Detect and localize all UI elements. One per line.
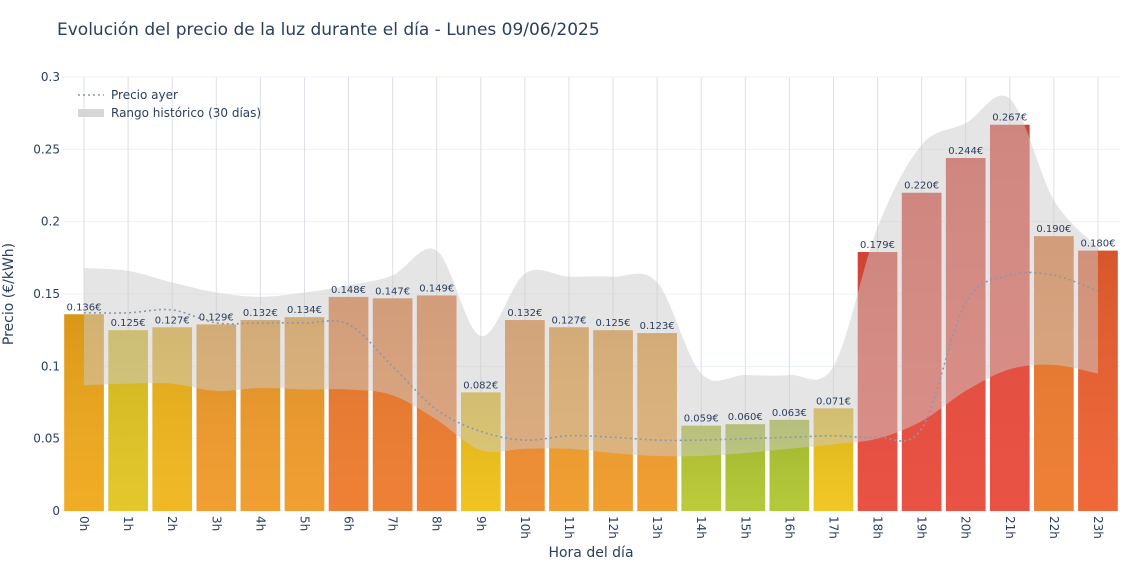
y-tick-label: 0.1 [41,359,60,373]
x-tick-label: 18h [871,516,885,539]
historical-range-band [84,95,1098,457]
x-tick-label: 13h [650,516,664,539]
bar-value-label: 0.063€ [772,408,807,419]
y-axis-title: Precio (€/kWh) [1,243,17,345]
x-tick-label: 10h [518,516,532,539]
bar-value-label: 0.180€ [1080,239,1115,250]
x-tick-label: 12h [606,516,620,539]
x-tick-label: 2h [165,516,179,531]
x-tick-label: 21h [1003,516,1017,539]
bar-value-label: 0.132€ [507,308,542,319]
bar-value-label: 0.059€ [684,414,719,425]
x-tick-label: 4h [253,516,267,531]
bar-value-label: 0.127€ [155,315,190,326]
bar-value-label: 0.129€ [199,312,234,323]
bar-value-label: 0.125€ [596,318,631,329]
bar-value-label: 0.125€ [111,318,146,329]
x-tick-label: 23h [1091,516,1105,539]
legend: Precio ayer Rango histórico (30 días) [78,88,261,120]
bar-value-label: 0.220€ [904,181,939,192]
y-tick-label: 0.3 [41,70,60,84]
x-tick-label: 22h [1047,516,1061,539]
bar-value-label: 0.071€ [816,396,851,407]
axes: 0 0.05 0.1 0.15 0.2 0.25 0.3 0h 1h 2h 3h 4h 5h 6h 7h 8h… [33,70,1105,539]
x-tick-label: 6h [342,516,356,531]
bar-value-label: 0.082€ [463,380,498,391]
bar-value-label: 0.134€ [287,305,322,316]
x-tick-label: 16h [782,516,796,539]
x-tick-label: 15h [738,516,752,539]
x-tick-label: 11h [562,516,576,539]
x-tick-label: 19h [915,516,929,539]
historical-range-area [84,95,1098,457]
bar-value-label: 0.190€ [1036,224,1071,235]
legend-label-range: Rango histórico (30 días) [111,106,261,120]
y-tick-label: 0 [52,504,60,518]
x-tick-label: 5h [297,516,311,531]
bar-value-label: 0.060€ [728,412,763,423]
x-tick-label: 20h [959,516,973,539]
x-tick-label: 0h [77,516,91,531]
x-axis-title: Hora del día [548,545,633,561]
x-tick-label: 14h [694,516,708,539]
bar-value-label: 0.123€ [640,321,675,332]
x-tick-label: 7h [386,516,400,531]
bar-value-label: 0.147€ [375,286,410,297]
chart-title: Evolución del precio de la luz durante e… [57,20,600,40]
x-tick-label: 3h [209,516,223,531]
bar-value-label: 0.148€ [331,285,366,296]
x-tick-label: 8h [430,516,444,531]
y-tick-label: 0.15 [33,287,60,301]
y-tick-label: 0.2 [41,215,60,229]
legend-label-yesterday: Precio ayer [111,88,178,102]
bar-value-label: 0.149€ [419,283,454,294]
bar-value-label: 0.127€ [551,315,586,326]
bar-value-labels: 0.136€ 0.125€ 0.127€ 0.129€ 0.132€ 0.134€ 0.14… [67,113,1116,425]
y-tick-label: 0.25 [33,142,60,156]
bar-value-label: 0.179€ [860,240,895,251]
bar-value-label: 0.244€ [948,146,983,157]
legend-band-swatch [78,109,104,117]
y-tick-label: 0.05 [33,432,60,446]
bar-value-label: 0.267€ [992,113,1027,124]
x-tick-label: 17h [826,516,840,539]
bar-value-label: 0.132€ [243,308,278,319]
x-tick-label: 9h [474,516,488,531]
bar-value-label: 0.136€ [67,302,102,313]
x-tick-label: 1h [121,516,135,531]
